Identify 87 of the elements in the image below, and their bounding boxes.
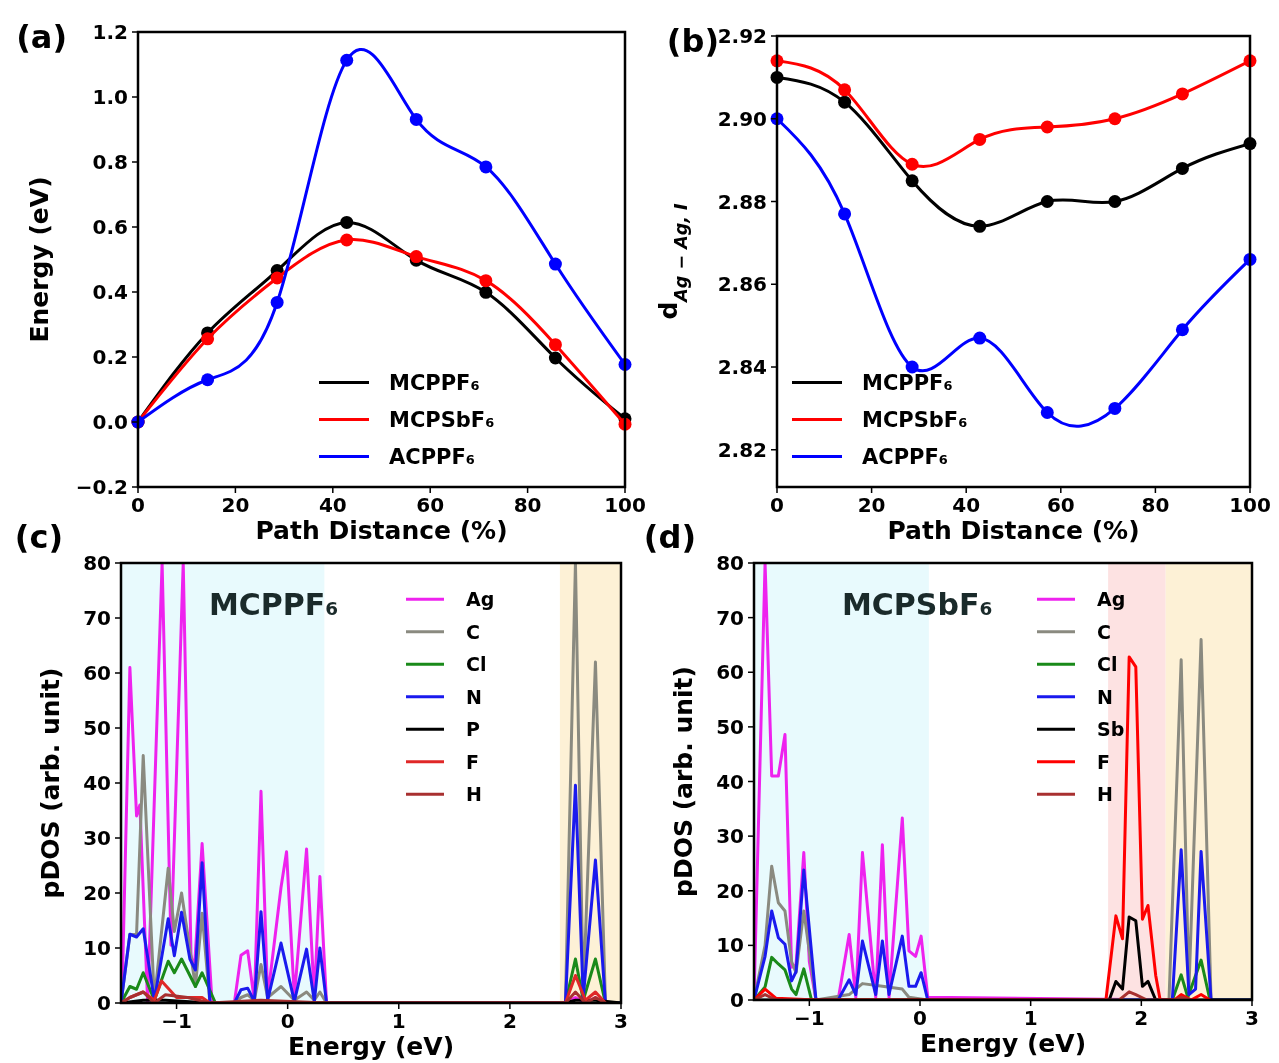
y-tick-label: 40 [716,769,744,794]
y-tick-label: 0 [730,988,744,1012]
legend-label: N [1097,685,1113,708]
legend-label: MCPPF₆ [862,370,953,395]
legend-label: ACPPF₆ [862,444,948,469]
y-tick-label: 2.86 [717,272,767,297]
x-tick-label: 40 [318,493,347,517]
x-tick-label: 2 [502,1009,517,1033]
text: (c) [14,518,63,556]
x-tick-label: 20 [857,493,886,517]
y-tick-label: 10 [83,936,111,960]
legend-label: MCPSbF₆ [389,407,495,432]
x-tick-label: 0 [913,1006,927,1030]
y-tick-label: 20 [716,878,744,903]
x-tick-label: 60 [416,493,445,517]
x-tick-label: 3 [614,1009,628,1033]
y-tick-label: 30 [83,826,111,850]
legend-label: Sb [1097,718,1125,741]
x-tick-label: 40 [952,493,981,517]
y-tick-label: 50 [83,716,111,740]
y-axis-title: pDOS (arb. unit) [36,667,65,899]
y-tick-label: 0.6 [92,215,128,239]
y-tick-label: 70 [83,606,111,630]
y-tick-label: 2.92 [717,24,767,48]
x-axis-title: Path Distance (%) [887,516,1140,545]
y-tick-label: 20 [83,881,111,905]
text: (b) [666,22,719,60]
legend-label: C [466,620,480,643]
x-tick-label: 100 [604,493,646,517]
y-tick-label: 60 [716,660,744,685]
x-tick-label: 80 [513,493,542,517]
y-tick-label: 0.2 [92,345,128,369]
legend-label: H [1097,783,1113,806]
y-tick-label: 0.8 [92,150,128,174]
y-tick-label: 60 [83,661,111,685]
y-tick-label: 10 [716,933,744,958]
text: (d) [643,518,696,556]
y-tick-label: 1.0 [92,85,128,109]
x-tick-label: 1 [391,1009,406,1033]
x-tick-label: 60 [1046,493,1075,517]
legend-label: F [466,750,479,773]
text: (a) [16,18,67,56]
x-tick-label: 3 [1245,1006,1259,1030]
legend-label: N [466,685,482,708]
x-axis-title: Energy (eV) [287,1032,455,1061]
annotation: MCPPF₆ [209,587,339,622]
legend-label: Ag [466,588,495,611]
x-tick-label: −1 [793,1006,825,1030]
y-axis-title: pDOS (arb. unit) [669,666,698,897]
legend-label: P [466,718,480,741]
y-tick-label: 40 [83,771,111,795]
legend-label: Cl [1097,653,1118,676]
x-tick-label: 0 [131,493,145,517]
x-tick-label: −1 [161,1009,192,1033]
y-tick-label: 2.84 [717,355,767,380]
x-tick-label: 0 [280,1009,295,1033]
legend-label: Cl [466,653,487,676]
y-tick-label: 80 [716,551,744,575]
y-tick-label: 30 [716,824,744,849]
y-tick-label: 2.90 [717,106,767,131]
y-tick-label: 70 [716,605,744,630]
x-tick-label: 80 [1141,493,1170,517]
x-tick-label: 0 [770,493,784,517]
x-tick-label: 20 [221,493,250,517]
legend-label: MCPPF₆ [389,370,480,395]
x-tick-label: 1 [1023,1006,1038,1030]
y-tick-label: 50 [716,714,744,739]
x-axis-title: Energy (eV) [919,1029,1087,1058]
legend-label: Ag [1097,588,1126,611]
legend-label: MCPSbF₆ [862,407,968,432]
x-tick-label: 100 [1229,493,1271,517]
y-tick-label: 0 [97,991,111,1015]
legend-label: C [1097,620,1111,643]
y-tick-label: 1.2 [92,20,128,44]
x-axis-title: Path Distance (%) [255,516,508,545]
y-tick-label: 2.82 [717,437,767,462]
y-tick-label: 80 [83,551,111,575]
y-tick-label: 2.88 [717,189,767,214]
y-tick-label: −0.2 [75,475,128,499]
x-tick-label: 2 [1134,1006,1149,1030]
annotation: MCPSbF₆ [842,587,993,622]
y-tick-label: 0.0 [92,410,128,434]
legend-label: F [1097,750,1110,773]
y-tick-label: 0.4 [92,280,128,304]
y-axis-title: Energy (eV) [25,176,54,343]
legend-label: ACPPF₆ [389,444,475,469]
legend-label: H [466,783,482,806]
